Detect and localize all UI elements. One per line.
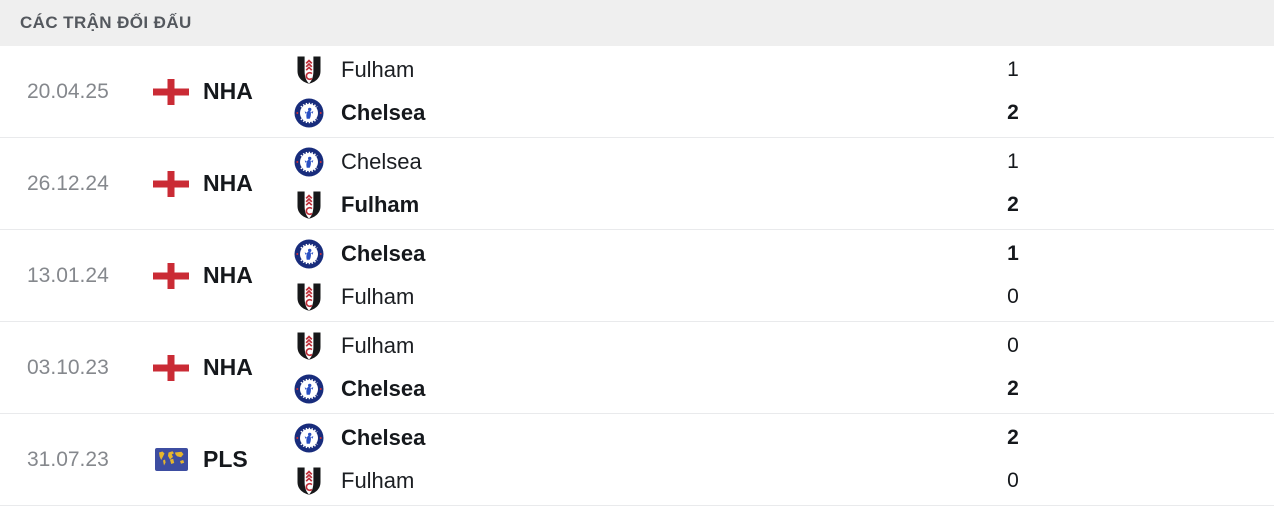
competition: NHA [152, 354, 293, 381]
team-line: Fulham 0 [293, 465, 1274, 497]
match-row[interactable]: 03.10.23 [0, 322, 1274, 414]
competition: PLS [152, 446, 293, 473]
team-line: Chelsea 2 [293, 97, 1274, 129]
panel-title: CÁC TRẬN ĐỐI ĐẤU [20, 13, 192, 32]
team-name: Fulham [341, 192, 420, 217]
team-score: 2 [1007, 426, 1019, 449]
team-score: 0 [1007, 469, 1019, 492]
team-line: Fulham 1 [293, 54, 1274, 86]
competition: NHA [152, 78, 293, 105]
match-row[interactable]: 20.04.25 [0, 46, 1274, 138]
chelsea-logo-icon [293, 147, 325, 177]
team-name: Chelsea [341, 100, 426, 125]
team-name: Chelsea [341, 241, 426, 266]
match-row[interactable]: 13.01.24 [0, 230, 1274, 322]
england-flag-icon [152, 262, 190, 289]
panel-header: CÁC TRẬN ĐỐI ĐẤU [0, 0, 1274, 46]
team-name: Chelsea [341, 149, 422, 174]
match-date: 13.01.24 [27, 263, 109, 287]
england-flag-icon [152, 354, 190, 381]
team-score: 1 [1007, 242, 1019, 265]
team-score: 0 [1007, 334, 1019, 357]
team-name: Fulham [341, 333, 415, 358]
competition-label: PLS [203, 446, 248, 472]
chelsea-logo-icon [293, 239, 325, 269]
competition: NHA [152, 170, 293, 197]
team-score: 2 [1007, 193, 1019, 216]
teams: Chelsea 1 [293, 146, 1274, 221]
match-date: 03.10.23 [27, 355, 109, 379]
fulham-logo-icon [293, 466, 325, 496]
team-name: Fulham [341, 57, 415, 82]
team-line: Chelsea 2 [293, 373, 1274, 405]
team-name: Chelsea [341, 425, 426, 450]
world-flag-icon [152, 448, 190, 471]
fulham-logo-icon [293, 190, 325, 220]
competition-label: NHA [203, 170, 253, 196]
competition-label: NHA [203, 78, 253, 104]
team-line: Chelsea 2 [293, 422, 1274, 454]
competition-label: NHA [203, 354, 253, 380]
teams: Fulham 1 [293, 54, 1274, 129]
competition-label: NHA [203, 262, 253, 288]
team-score: 0 [1007, 285, 1019, 308]
teams: Chelsea 1 [293, 238, 1274, 313]
team-score: 1 [1007, 58, 1019, 81]
match-date: 31.07.23 [27, 447, 109, 471]
team-score: 1 [1007, 150, 1019, 173]
team-line: Chelsea 1 [293, 238, 1274, 270]
fulham-logo-icon [293, 282, 325, 312]
england-flag-icon [152, 170, 190, 197]
england-flag-icon [152, 78, 190, 105]
match-row[interactable]: 31.07.23 [0, 414, 1274, 506]
team-name: Fulham [341, 284, 415, 309]
match-row[interactable]: 26.12.24 [0, 138, 1274, 230]
chelsea-logo-icon [293, 98, 325, 128]
team-line: Fulham 0 [293, 330, 1274, 362]
team-name: Chelsea [341, 376, 426, 401]
fulham-logo-icon [293, 331, 325, 361]
team-line: Chelsea 1 [293, 146, 1274, 178]
match-date: 20.04.25 [27, 79, 109, 103]
competition: NHA [152, 262, 293, 289]
team-line: Fulham 2 [293, 189, 1274, 221]
team-score: 2 [1007, 101, 1019, 124]
fulham-logo-icon [293, 55, 325, 85]
match-date: 26.12.24 [27, 171, 109, 195]
teams: Fulham 0 [293, 330, 1274, 405]
chelsea-logo-icon [293, 374, 325, 404]
team-line: Fulham 0 [293, 281, 1274, 313]
match-list: 20.04.25 [0, 46, 1274, 506]
chelsea-logo-icon [293, 423, 325, 453]
team-name: Fulham [341, 468, 415, 493]
teams: Chelsea 2 [293, 422, 1274, 497]
team-score: 2 [1007, 377, 1019, 400]
